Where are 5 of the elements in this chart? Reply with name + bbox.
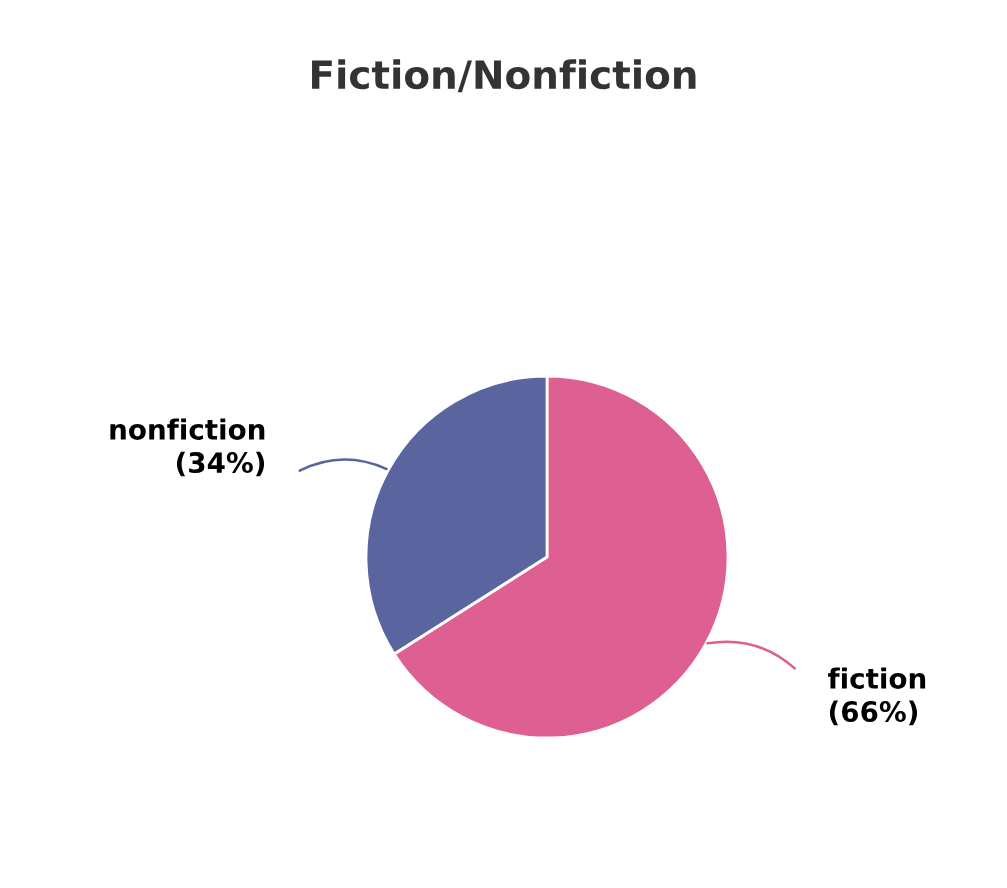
chart-title: Fiction/Nonfiction [312,59,696,93]
data-label: (66%) [829,700,918,726]
slice-label: nonfiction [110,418,265,440]
data-label: (34%) [176,451,265,477]
slice-label: fiction [828,667,926,689]
